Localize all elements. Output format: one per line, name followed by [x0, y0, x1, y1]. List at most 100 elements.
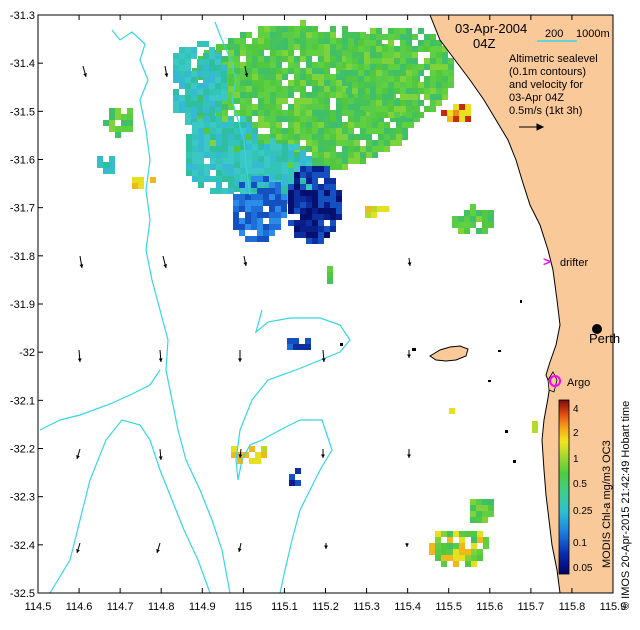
chl-pixel	[471, 531, 477, 537]
chl-pixel	[258, 50, 264, 56]
chl-pixel	[245, 224, 251, 230]
chl-pixel	[447, 549, 453, 555]
chl-pixel	[384, 146, 390, 152]
chl-pixel	[459, 110, 465, 116]
chl-pixel	[394, 88, 400, 94]
chl-pixel	[228, 62, 234, 68]
chl-pixel	[442, 70, 448, 76]
chl-pixel	[388, 46, 394, 52]
chl-pixel	[198, 128, 204, 134]
chl-pixel	[388, 76, 394, 82]
chl-pixel	[435, 537, 441, 543]
y-tick-label: -32.4	[10, 540, 35, 552]
chl-pixel	[394, 82, 400, 88]
chl-pixel	[400, 46, 406, 52]
chl-pixel	[288, 50, 294, 56]
chl-pixel	[294, 226, 300, 232]
velocity-arrow	[76, 448, 81, 460]
chl-pixel	[203, 65, 209, 71]
chl-pixel	[388, 112, 394, 118]
chl-pixel	[300, 220, 306, 226]
chl-pixel	[216, 128, 222, 134]
altimetry-legend-line-2: (0.1m contours)	[509, 66, 586, 78]
x-tick-label: 114.6	[66, 601, 93, 613]
chl-pixel	[330, 80, 336, 86]
chl-pixel	[300, 134, 306, 140]
chl-pixel	[234, 50, 240, 56]
chl-pixel	[269, 212, 275, 218]
chl-pixel	[306, 92, 312, 98]
chl-pixel	[234, 56, 240, 62]
chl-pixel	[179, 65, 185, 71]
chl-pixel	[312, 178, 318, 184]
chl-pixel	[246, 122, 252, 128]
chl-pixel	[364, 100, 370, 106]
chl-pixel	[306, 166, 312, 172]
chl-pixel	[430, 94, 436, 100]
chl-pixel	[476, 228, 482, 234]
chl-pixel	[228, 176, 234, 182]
chl-pixel	[276, 156, 282, 162]
chl-pixel	[330, 110, 336, 116]
chl-pixel	[197, 65, 203, 71]
chl-pixel	[324, 110, 330, 116]
chl-pixel	[336, 164, 342, 170]
chl-pixel	[300, 56, 306, 62]
chl-pixel	[436, 82, 442, 88]
chl-pixel	[252, 62, 258, 68]
chl-pixel	[300, 208, 306, 214]
chl-pixel	[97, 162, 103, 168]
chl-pixel	[342, 146, 348, 152]
chl-pixel	[382, 46, 388, 52]
chl-pixel	[330, 208, 336, 214]
chl-pixel	[429, 549, 435, 555]
chl-pixel	[358, 40, 364, 46]
chl-pixel	[276, 122, 282, 128]
chl-pixel	[240, 128, 246, 134]
chl-pixel	[324, 32, 330, 38]
chl-pixel	[318, 166, 324, 172]
chl-pixel	[453, 561, 459, 567]
chl-pixel	[430, 46, 436, 52]
chl-pixel	[448, 82, 454, 88]
chl-pixel	[257, 224, 263, 230]
chl-pixel	[269, 194, 275, 200]
chl-pixel	[294, 162, 300, 168]
chl-pixel	[246, 92, 252, 98]
chl-pixel	[324, 140, 330, 146]
chl-pixel	[198, 146, 204, 152]
chl-pixel	[448, 64, 454, 70]
velocity-arrow	[407, 257, 412, 267]
chl-pixel	[228, 44, 234, 50]
chl-pixel	[388, 34, 394, 40]
chl-pixel	[288, 134, 294, 140]
chl-pixel	[264, 80, 270, 86]
chl-pixel	[482, 505, 488, 511]
chl-pixel	[394, 34, 400, 40]
velocity-arrow	[76, 542, 81, 554]
chl-pixel	[476, 505, 482, 511]
chl-pixel	[464, 216, 470, 222]
chl-pixel	[240, 150, 246, 156]
chl-pixel	[210, 134, 216, 140]
chl-pixel	[300, 116, 306, 122]
chl-pixel	[306, 38, 312, 44]
chl-pixel	[231, 452, 237, 458]
chl-pixel	[210, 176, 216, 182]
chl-pixel	[330, 86, 336, 92]
chl-pixel	[300, 98, 306, 104]
chl-pixel	[240, 32, 246, 38]
chl-pixel	[270, 74, 276, 80]
chl-pixel	[330, 184, 336, 190]
velocity-arrow	[244, 65, 249, 78]
y-tick-label: -32.5	[10, 588, 35, 600]
chl-pixel	[348, 32, 354, 38]
chl-pixel	[269, 206, 275, 212]
chl-pixel	[342, 86, 348, 92]
chl-pixel	[370, 34, 376, 40]
chl-pixel	[103, 168, 109, 174]
chl-pixel	[382, 112, 388, 118]
chl-pixel	[330, 38, 336, 44]
chl-pixel	[270, 156, 276, 162]
velocity-arrow	[407, 350, 411, 358]
